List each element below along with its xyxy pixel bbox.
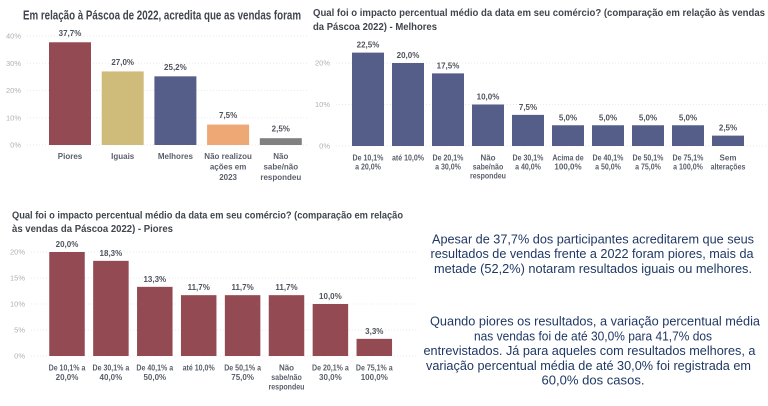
svg-text:às vendas da Páscoa 2022) - Pi: às vendas da Páscoa 2022) - Piores xyxy=(12,223,173,235)
svg-text:Sem: Sem xyxy=(720,154,737,163)
svg-text:50,0%: 50,0% xyxy=(143,373,166,382)
svg-text:Apesar de 37,7% dos participan: Apesar de 37,7% dos participantes acredi… xyxy=(432,231,754,246)
svg-text:De 75,1% a: De 75,1% a xyxy=(356,364,393,373)
svg-text:15%: 15% xyxy=(10,274,25,283)
svg-text:2,5%: 2,5% xyxy=(719,124,737,133)
svg-text:De 75,1%: De 75,1% xyxy=(673,154,704,163)
svg-text:Não realizou: Não realizou xyxy=(204,152,252,161)
svg-text:De 40,1% a: De 40,1% a xyxy=(136,364,173,373)
svg-text:Não: Não xyxy=(279,364,294,373)
svg-text:De 20,1% a: De 20,1% a xyxy=(312,364,349,373)
svg-text:75,0%: 75,0% xyxy=(231,373,254,382)
svg-text:a 50,0%: a 50,0% xyxy=(595,163,621,172)
svg-text:40,0%: 40,0% xyxy=(100,373,123,382)
svg-text:a 75,0%: a 75,0% xyxy=(635,163,661,172)
svg-text:5,0%: 5,0% xyxy=(599,113,617,122)
svg-text:Não: Não xyxy=(480,154,495,163)
svg-text:Qual foi o impacto percentual: Qual foi o impacto percentual médio da d… xyxy=(313,7,765,19)
svg-text:10,0%: 10,0% xyxy=(477,93,500,102)
svg-text:De 10,1% a: De 10,1% a xyxy=(49,364,86,373)
svg-text:27,0%: 27,0% xyxy=(111,58,134,67)
svg-text:10,0%: 10,0% xyxy=(319,292,342,301)
svg-text:resultados de vendas frente a: resultados de vendas frente a 2022 foram… xyxy=(431,246,755,261)
svg-text:De 40,1%: De 40,1% xyxy=(593,154,624,163)
svg-text:De 30,1%: De 30,1% xyxy=(513,154,544,163)
svg-text:ações em: ações em xyxy=(210,163,246,172)
svg-text:0%: 0% xyxy=(14,352,25,361)
svg-text:Quando piores os resultados, a: Quando piores os resultados, a variação … xyxy=(430,314,761,329)
svg-text:Qual foi o impacto percentual: Qual foi o impacto percentual médio da d… xyxy=(12,210,403,222)
svg-text:20%: 20% xyxy=(6,86,21,95)
svg-text:Em relação à Páscoa de 2022, a: Em relação à Páscoa de 2022, acredita qu… xyxy=(23,8,301,23)
svg-text:37,7%: 37,7% xyxy=(59,29,82,38)
svg-text:11,7%: 11,7% xyxy=(188,283,210,292)
svg-text:De 50,1%: De 50,1% xyxy=(633,154,664,163)
svg-text:variação percentual média de a: variação percentual média de até 30,0% f… xyxy=(426,358,751,373)
svg-text:11,7%: 11,7% xyxy=(231,283,253,292)
svg-text:17,5%: 17,5% xyxy=(437,61,460,70)
svg-text:alterações: alterações xyxy=(711,163,746,172)
svg-text:nas vendas foi de até 30,0% pa: nas vendas foi de até 30,0% para 41,7% d… xyxy=(474,328,712,343)
svg-text:sabe/não: sabe/não xyxy=(473,163,504,172)
svg-text:0%: 0% xyxy=(10,141,21,150)
svg-text:entrevistados. Já para aqueles: entrevistados. Já para aqueles com resul… xyxy=(424,343,757,358)
svg-text:sabe/não: sabe/não xyxy=(271,373,302,382)
svg-text:a 100,0%: a 100,0% xyxy=(673,163,703,172)
svg-text:40%: 40% xyxy=(6,32,21,41)
svg-text:7,5%: 7,5% xyxy=(519,103,537,112)
svg-text:100,0%: 100,0% xyxy=(361,373,388,382)
svg-text:20,0%: 20,0% xyxy=(56,373,79,382)
svg-text:respondeu: respondeu xyxy=(269,382,305,391)
svg-text:Não: Não xyxy=(273,152,288,161)
svg-text:da Páscoa 2022) - Melhores: da Páscoa 2022) - Melhores xyxy=(313,21,437,33)
svg-text:13,3%: 13,3% xyxy=(143,275,166,284)
svg-text:5%: 5% xyxy=(14,326,25,335)
svg-text:20%: 20% xyxy=(10,248,25,257)
svg-text:5,0%: 5,0% xyxy=(679,113,697,122)
svg-text:0%: 0% xyxy=(319,142,330,151)
svg-text:60,0% dos casos.: 60,0% dos casos. xyxy=(542,373,645,388)
svg-text:respondeu: respondeu xyxy=(470,172,506,181)
svg-text:2023: 2023 xyxy=(219,173,237,182)
svg-text:7,5%: 7,5% xyxy=(219,111,237,120)
svg-text:100,0%: 100,0% xyxy=(554,163,581,172)
svg-text:10%: 10% xyxy=(315,100,330,109)
svg-text:Piores: Piores xyxy=(58,152,83,161)
svg-text:20,0%: 20,0% xyxy=(397,51,420,60)
svg-text:De 20,1%: De 20,1% xyxy=(433,154,464,163)
svg-text:5,0%: 5,0% xyxy=(639,113,657,122)
svg-text:a 20,0%: a 20,0% xyxy=(355,163,381,172)
svg-text:20,0%: 20,0% xyxy=(56,240,79,249)
svg-text:5,0%: 5,0% xyxy=(559,113,577,122)
svg-text:18,3%: 18,3% xyxy=(100,249,123,258)
svg-text:respondeu: respondeu xyxy=(260,173,301,182)
svg-text:até 10,0%: até 10,0% xyxy=(392,154,424,163)
svg-text:sabe/não: sabe/não xyxy=(263,163,298,172)
svg-text:De 30,1% a: De 30,1% a xyxy=(93,364,130,373)
svg-text:22,5%: 22,5% xyxy=(357,41,380,50)
svg-text:30%: 30% xyxy=(6,59,21,68)
svg-text:10%: 10% xyxy=(10,300,25,309)
svg-text:3,3%: 3,3% xyxy=(365,327,383,336)
svg-text:2,5%: 2,5% xyxy=(272,125,290,134)
svg-text:a 40,0%: a 40,0% xyxy=(515,163,541,172)
svg-text:até 10,0%: até 10,0% xyxy=(183,364,215,373)
svg-text:25,2%: 25,2% xyxy=(164,63,187,72)
svg-text:De 50,1% a: De 50,1% a xyxy=(224,364,261,373)
svg-text:metade (52,2%) notaram resulta: metade (52,2%) notaram resultados iguais… xyxy=(434,261,752,276)
svg-text:Iguais: Iguais xyxy=(111,152,135,161)
svg-text:30,0%: 30,0% xyxy=(319,373,342,382)
svg-text:Acima de: Acima de xyxy=(552,154,584,163)
svg-text:a 30,0%: a 30,0% xyxy=(435,163,461,172)
svg-text:Melhores: Melhores xyxy=(158,152,194,161)
svg-text:20%: 20% xyxy=(315,59,330,68)
svg-text:De 10,1%: De 10,1% xyxy=(353,154,384,163)
svg-text:10%: 10% xyxy=(6,113,21,122)
svg-text:11,7%: 11,7% xyxy=(275,283,297,292)
